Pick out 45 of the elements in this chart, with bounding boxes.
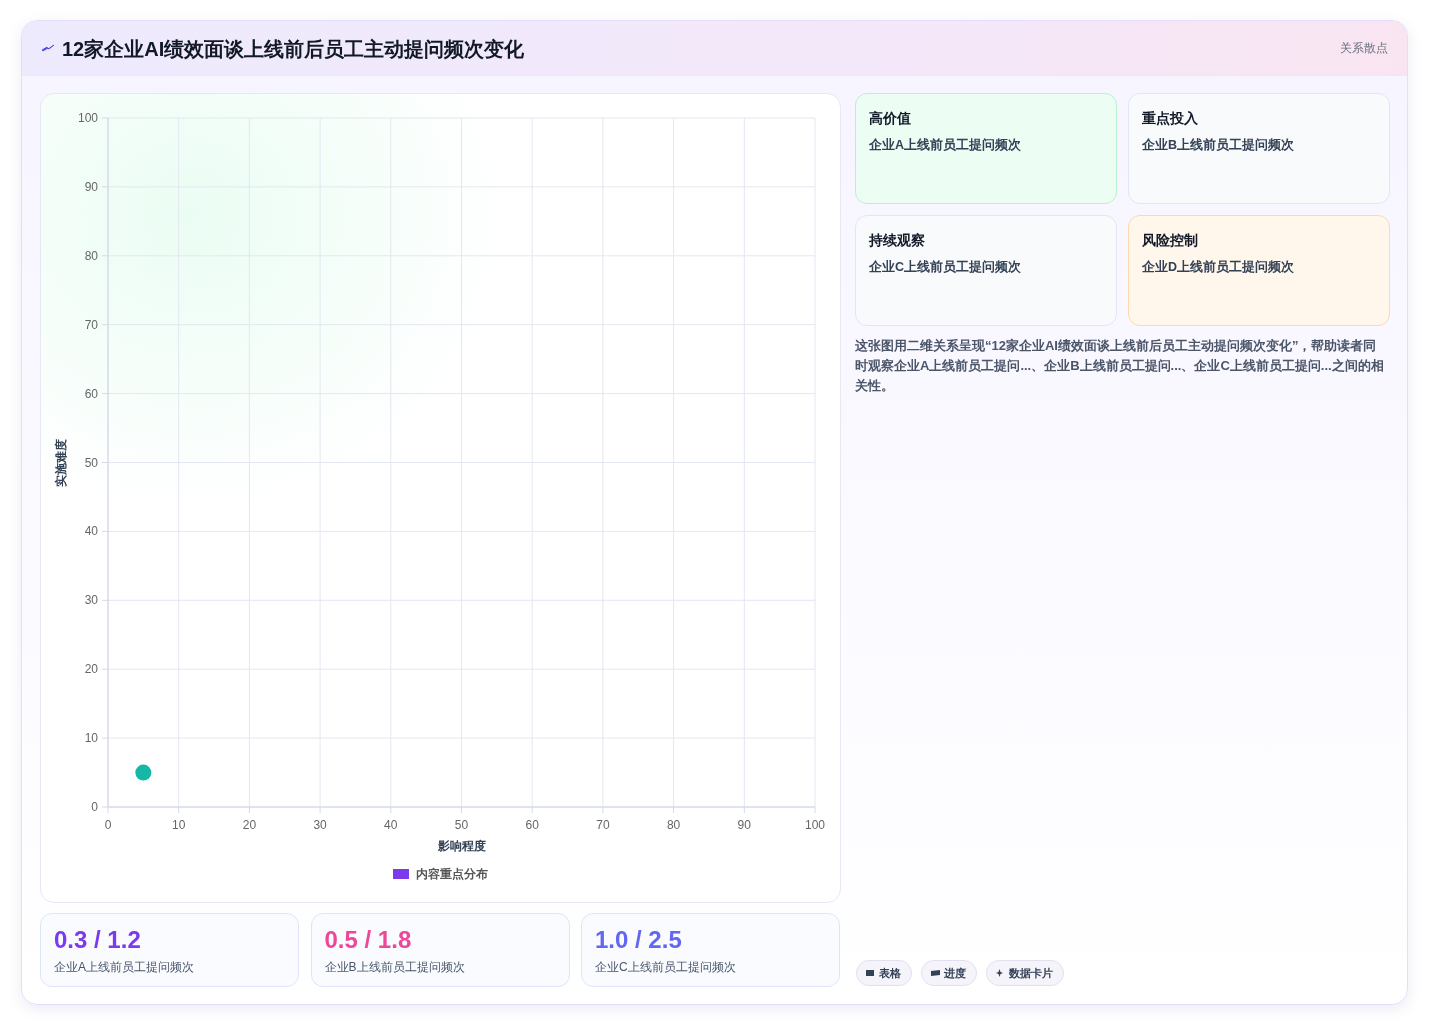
y-tick-label: 40 [84, 524, 99, 539]
legend: 内容重点分布 [393, 867, 488, 881]
text: 0.5 / 1.8 [324, 925, 412, 955]
text: 高价值 [869, 109, 911, 128]
x-axis-title: 影响程度 [436, 839, 486, 853]
text: 持续观察 [869, 231, 925, 250]
x-tick-label: 70 [596, 818, 610, 832]
x-tick-label: 80 [666, 818, 681, 832]
x-tick-label: 50 [454, 818, 469, 832]
y-tick-label: 80 [84, 248, 99, 263]
text: 企业B上线前员工提问频次 [324, 959, 465, 975]
y-tick-label: 70 [84, 317, 99, 332]
y-tick-label: 20 [84, 662, 99, 677]
text: 重点投入 [1142, 109, 1198, 128]
text: 关系散点 [1340, 40, 1388, 57]
x-tick-label: 60 [525, 818, 540, 832]
text: 企业A上线前员工提问频次 [869, 137, 1022, 154]
text: 数据卡片 [986, 960, 1064, 986]
y-tick-label: 30 [84, 593, 99, 608]
x-tick-label: 100 [804, 818, 826, 832]
y-tick-label: 50 [84, 455, 99, 470]
text: 表格 [856, 960, 912, 986]
y-tick-label: 60 [84, 386, 99, 401]
text: 企业C上线前员工提问频次 [869, 259, 1022, 276]
text: 这张图用二维关系呈现“12家企业AI绩效面谈上线前后员工主动提问频次变化”，帮助读者同时观察企业A上线前员工提问...、企业B上线前员工提问...、企业C上线前员工提问...之间的相关性。 [855, 337, 1385, 395]
text: 企业D上线前员工提问频次 [1142, 259, 1295, 276]
x-tick-label: 10 [172, 818, 186, 832]
x-tick-label: 40 [384, 818, 398, 832]
text: 进度 [921, 960, 977, 986]
text: 企业C上线前员工提问频次 [595, 959, 736, 975]
y-tick-label: 0 [91, 800, 99, 814]
chart-title: 12家企业AI绩效面谈上线前后员工主动提问频次变化 [62, 37, 525, 62]
text: 风险控制 [1142, 231, 1198, 250]
text: 1.0 / 2.5 [595, 925, 682, 955]
x-tick-label: 30 [313, 818, 328, 832]
text: 0.3 / 1.2 [54, 925, 141, 955]
text: 企业A上线前员工提问频次 [54, 959, 195, 975]
y-tick-label: 100 [77, 111, 99, 125]
x-tick-label: 0 [104, 818, 112, 832]
y-tick-label: 10 [84, 731, 99, 746]
x-tick-label: 20 [242, 818, 257, 832]
y-axis-title: 实施难度 [54, 438, 69, 487]
x-tick-label: 90 [737, 818, 752, 832]
text: 企业B上线前员工提问频次 [1142, 137, 1295, 154]
y-tick-label: 90 [84, 179, 99, 194]
